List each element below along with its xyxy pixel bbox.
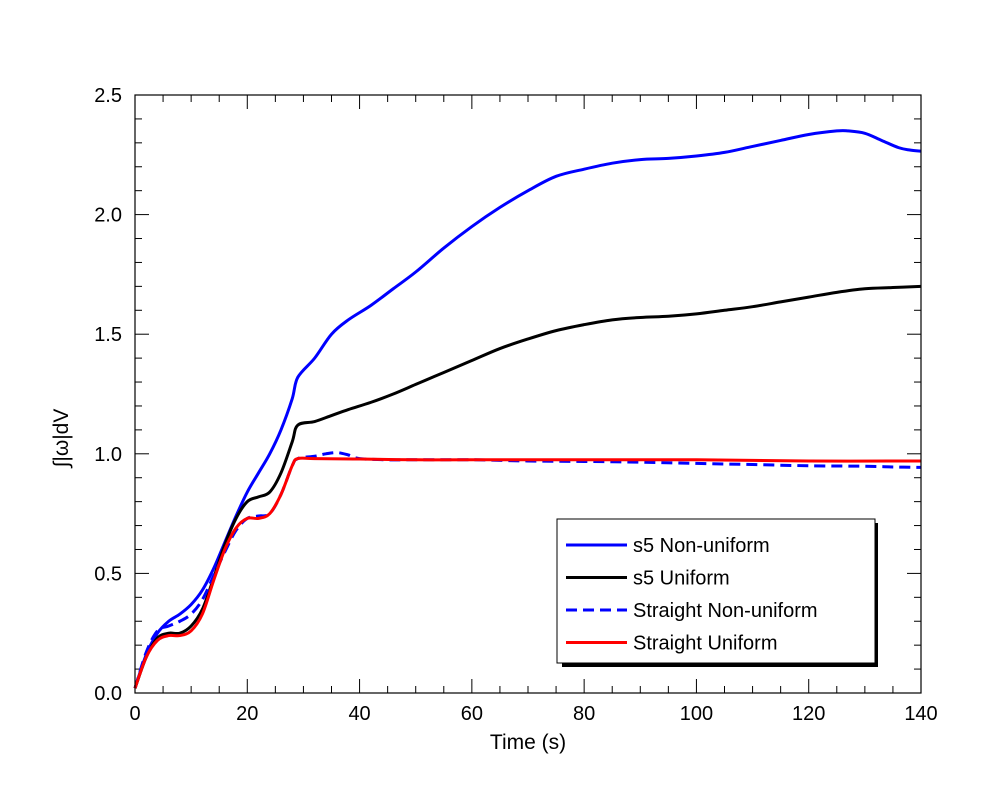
series-line-straight-uniform — [133, 456, 922, 689]
plot-area-frame — [134, 94, 922, 694]
x-tick-label: 120 — [792, 703, 825, 725]
series-line-straight-non-uniform — [133, 451, 922, 689]
x-tick-label: 60 — [461, 703, 483, 725]
tick-labels: 0 20 40 60 80 100 120 140 0.0 0.5 1.0 1.5 2.0 2.5 — [94, 85, 938, 725]
x-tick-label: 0 — [129, 703, 140, 725]
legend-entries: s5 Non-uniform s5 Uniform Straight Non-uni… — [566, 535, 818, 655]
x-tick-label: 140 — [904, 703, 937, 725]
y-tick-label: 2.0 — [94, 205, 122, 227]
axis-ticks — [134, 94, 922, 694]
legend-label-straight-uniform: Straight Uniform — [633, 633, 778, 655]
legend-label-s5-uniform: s5 Uniform — [633, 568, 730, 590]
x-tick-label: 40 — [348, 703, 370, 725]
y-tick-label: 0.0 — [94, 683, 122, 705]
legend: s5 Non-uniform s5 Uniform Straight Non-uni… — [556, 518, 878, 667]
x-tick-label: 100 — [680, 703, 713, 725]
y-tick-label: 0.5 — [94, 563, 122, 585]
series-line-s5-non-uniform — [133, 129, 922, 689]
y-tick-label: 1.5 — [94, 324, 122, 346]
x-tick-label: 20 — [236, 703, 258, 725]
x-axis-label: Time (s) — [490, 731, 566, 754]
x-tick-label: 80 — [573, 703, 595, 725]
y-axis-label: ∫|ω|dV — [50, 409, 73, 469]
legend-box — [556, 518, 876, 664]
y-tick-label: 1.0 — [94, 444, 122, 466]
legend-label-s5-non-uniform: s5 Non-uniform — [633, 535, 770, 557]
series-lines — [133, 129, 922, 689]
legend-label-straight-non-uniform: Straight Non-uniform — [633, 600, 818, 622]
y-tick-label: 2.5 — [94, 85, 122, 107]
